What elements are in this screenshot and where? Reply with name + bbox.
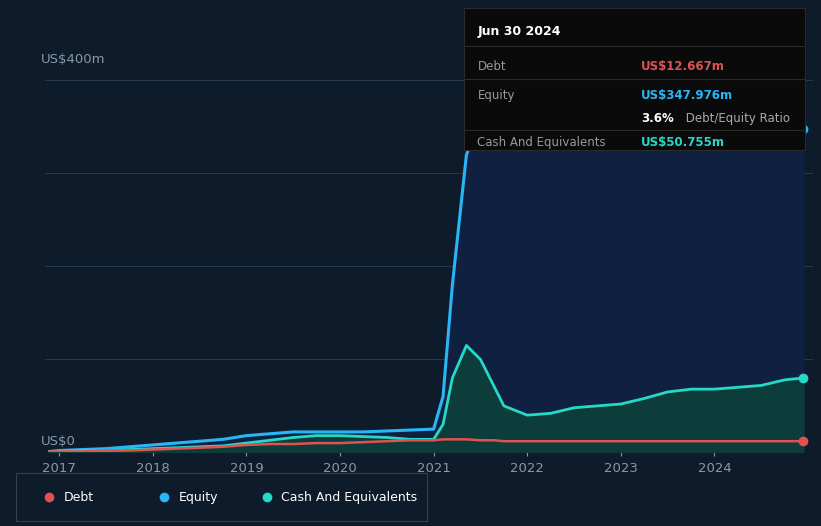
Text: US$400m: US$400m <box>41 53 106 66</box>
Text: Jun 30 2024: Jun 30 2024 <box>478 25 561 38</box>
Text: Debt: Debt <box>478 60 506 74</box>
Text: Equity: Equity <box>179 491 218 503</box>
Text: US$0: US$0 <box>41 436 76 448</box>
Text: Cash And Equivalents: Cash And Equivalents <box>281 491 417 503</box>
Text: Cash And Equivalents: Cash And Equivalents <box>478 136 606 149</box>
Text: US$50.755m: US$50.755m <box>641 136 725 149</box>
Text: US$347.976m: US$347.976m <box>641 89 733 102</box>
Text: 3.6%: 3.6% <box>641 112 674 125</box>
Text: US$12.667m: US$12.667m <box>641 60 725 74</box>
Text: Equity: Equity <box>478 89 515 102</box>
Text: Debt: Debt <box>64 491 94 503</box>
Text: Debt/Equity Ratio: Debt/Equity Ratio <box>682 112 790 125</box>
